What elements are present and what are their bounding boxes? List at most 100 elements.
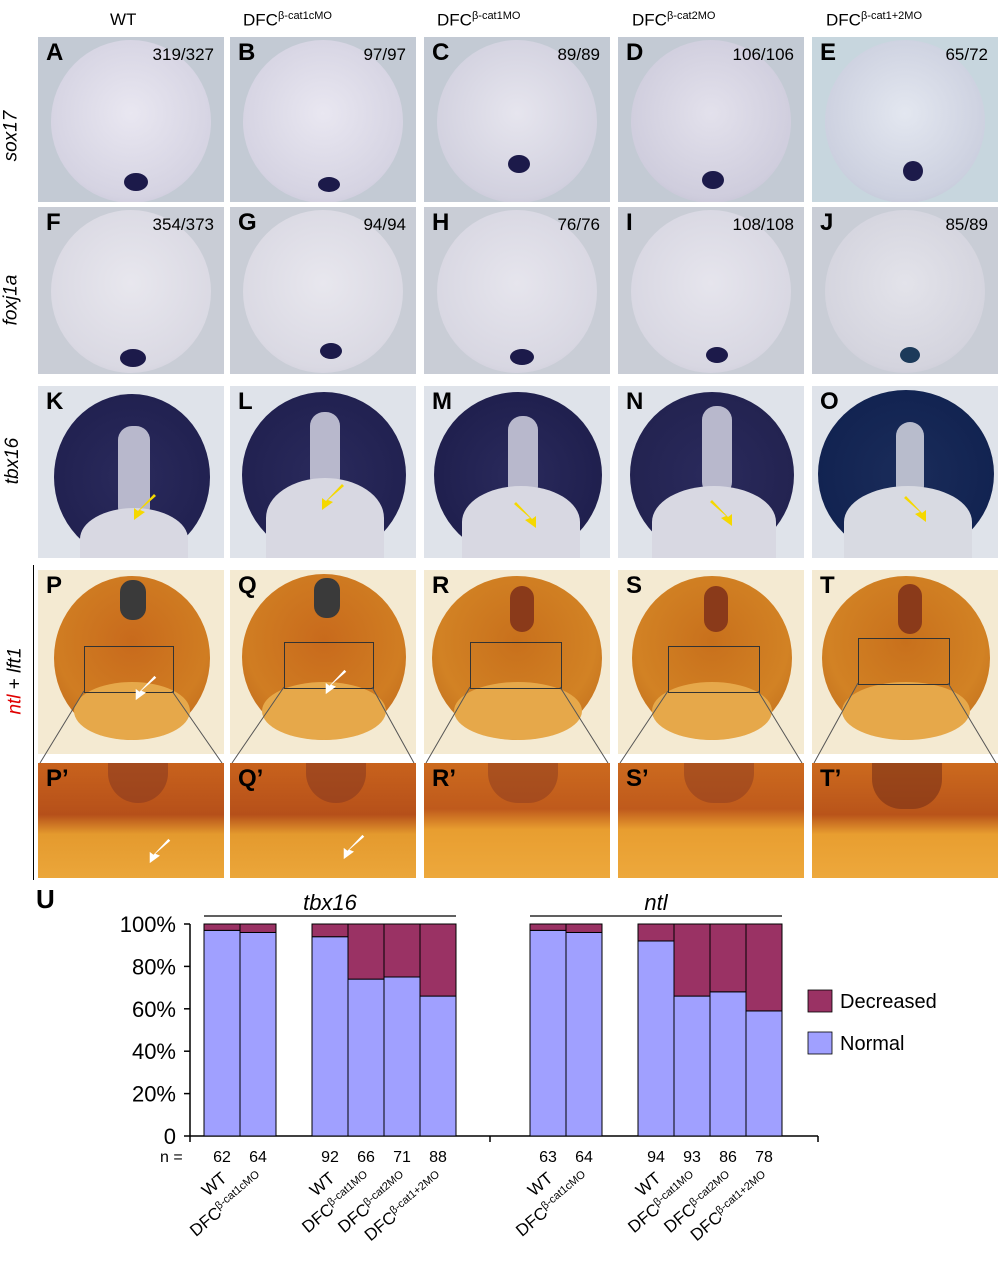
bar-normal [239,931,277,1137]
yolk [454,682,582,740]
header-text: DFC [243,10,278,30]
column-header-4: DFCβ-cat2MO [632,10,715,31]
bar-decreased [239,923,277,933]
panel-row3-2: L [230,386,416,558]
yolk [652,486,776,558]
column-header-5: DFCβ-cat1+2MO [826,10,922,31]
n-value: 92 [321,1149,339,1166]
panel-label: R [432,572,450,599]
panel-label: S’ [626,765,649,792]
legend-label: Decreased [840,991,937,1013]
bar-decreased [745,923,783,1012]
zoom-box [84,646,174,693]
panel-label: L [238,388,253,415]
stain-spot [903,161,923,181]
panel-row1-3: C 89/89 [424,37,610,202]
panel-count: 354/373 [152,215,214,234]
panel-label: T’ [820,765,842,792]
n-value: 66 [357,1149,375,1166]
panel-label: A [46,39,64,66]
dark-band [684,763,754,803]
yolk [74,682,190,740]
bar-decreased [565,923,603,933]
panel-label: J [820,209,834,236]
header-text: WT [110,10,137,29]
arrow-icon [149,838,171,864]
panel-row4-2: Q [230,570,416,754]
zoom-box [470,642,562,689]
midline-stain [898,584,922,634]
stain-spot [510,349,534,365]
bar-normal [745,1010,783,1137]
stacked-bar-chart: 100%80%60%40%20%0n =tbx1662WT64DFCβ-cat1… [120,890,937,1245]
y-tick-label: 40% [132,1039,176,1064]
panel-label: C [432,39,450,66]
panel-count: 65/72 [945,45,988,64]
y-tick-label: 20% [132,1082,176,1107]
bar-decreased [673,923,711,997]
n-value: 63 [539,1149,557,1166]
bar-normal [383,976,421,1137]
panel-label: T [820,572,835,599]
legend-swatch [807,1031,833,1055]
panel-label: E [820,39,837,66]
bar-normal [637,940,675,1137]
panel-label: S [626,572,643,599]
panel-row5-2: Q’ [230,763,416,878]
panel-count: 76/76 [557,215,600,234]
dark-band [108,763,168,803]
bar-decreased [203,923,241,931]
panel-row2-5: J 85/89 [812,207,998,374]
panel-label: P [46,572,63,599]
stain-spot [318,177,340,192]
panel-row5-5: T’ [812,763,998,878]
panel-row1-4: D 106/106 [618,37,804,202]
midline-stain [120,580,146,620]
header-text: DFC [437,10,472,30]
midline-stain [704,586,728,632]
header-sup: β-cat2MO [666,10,716,22]
panel-row3-4: N [618,386,804,558]
x-category-label: DFCβ-cat1+2MO [361,1168,447,1245]
panel-label: B [238,39,256,66]
bar-normal [347,978,385,1137]
embryo [631,210,791,373]
panel-label: P’ [46,765,69,792]
n-value: 88 [429,1149,447,1166]
arrow-icon [514,502,536,528]
yolk [262,682,386,740]
yolk [652,682,772,740]
stain-spot [706,347,728,363]
embryo [437,210,597,373]
panel-label: N [626,388,644,415]
panel-label: F [46,209,61,236]
panel-row1-5: E 65/72 [812,37,998,202]
dark-band [488,763,558,803]
yolk [462,486,580,558]
bar-decreased [637,923,675,942]
panel-count: 108/108 [732,215,794,234]
bar-normal [311,936,349,1137]
panel-count: 94/94 [363,215,406,234]
zoom-box [668,646,760,693]
yolk [266,478,384,558]
panel-count: 85/89 [945,215,988,234]
n-value: 78 [755,1149,773,1166]
embryo [825,210,985,373]
stain-spot [900,347,920,363]
n-label: n = [160,1149,183,1166]
midline-stain [510,586,534,632]
column-header-2: DFCβ-cat1cMO [243,10,332,31]
stain-spot [702,171,724,189]
n-value: 64 [575,1149,593,1166]
bar-normal [419,995,457,1137]
bar-normal [203,929,241,1137]
panel-row3-1: K [38,386,224,558]
midline-clear [702,406,732,496]
bar-decreased [311,923,349,938]
panel-label: O [820,388,839,415]
panel-row1-2: B 97/97 [230,37,416,202]
panel-label: Q’ [238,765,264,792]
header-sup: β-cat1cMO [277,10,332,22]
